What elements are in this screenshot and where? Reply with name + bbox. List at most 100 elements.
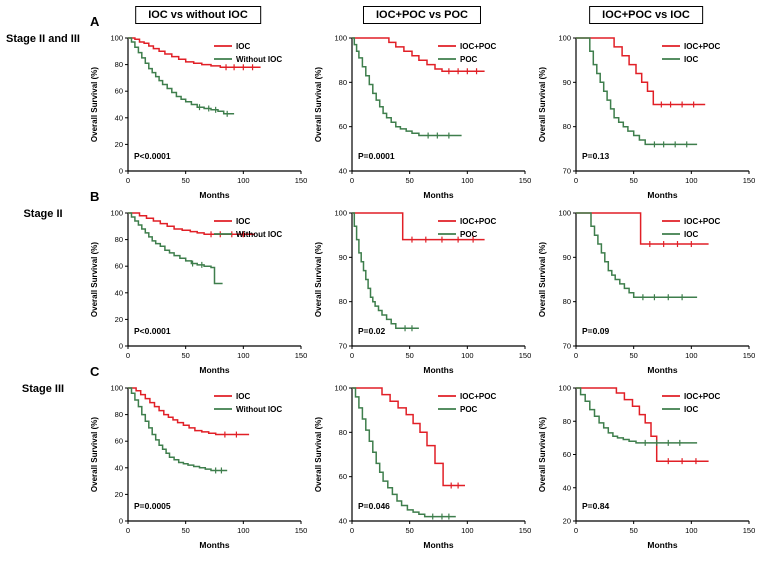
y-tick-label: 40 <box>115 463 123 472</box>
km-chart-svg: 70 80 90 100 0 50 100 150 Overall Survival (%) Mo… <box>314 209 531 376</box>
km-chart-svg: 0 20 40 60 80 100 0 50 100 150 Overall Survival (%… <box>90 384 307 551</box>
km-curve-ioc <box>576 212 698 298</box>
y-tick-label: 80 <box>115 60 123 69</box>
p-value-label: P=0.02 <box>358 326 385 336</box>
km-plot-c3: 20 40 60 80 100 0 50 100 150 Overall Survival (%)… <box>536 378 757 553</box>
stage-label-b: Stage II <box>23 208 63 220</box>
x-tick-label: 100 <box>461 526 474 535</box>
p-value-label: P=0.046 <box>358 501 390 511</box>
y-tick-label: 100 <box>110 34 123 43</box>
y-tick-label: 100 <box>558 384 571 393</box>
legend-label: POC <box>460 55 478 64</box>
y-tick-label: 80 <box>563 417 571 426</box>
y-tick-label: 80 <box>115 235 123 244</box>
legend-label: Without IOC <box>236 405 282 414</box>
y-tick-label: 20 <box>115 315 123 324</box>
column-header-ioc-vs-without-ioc: IOC vs without IOC <box>135 6 261 24</box>
y-tick-label: 60 <box>115 437 123 446</box>
y-tick-label: 20 <box>115 490 123 499</box>
y-tick-label: 100 <box>334 34 347 43</box>
x-axis-label: Months <box>423 190 453 200</box>
y-tick-label: 40 <box>339 167 347 176</box>
y-tick-label: 0 <box>119 167 123 176</box>
km-plot-b3: 70 80 90 100 0 50 100 150 Overall Survival (%) Mo… <box>536 203 757 378</box>
y-axis-label: Overall Survival (%) <box>538 417 547 492</box>
stage-label-c: Stage III <box>21 383 65 395</box>
y-tick-label: 80 <box>339 297 347 306</box>
km-chart-svg: 70 80 90 100 0 50 100 150 Overall Survival (%) Mo… <box>538 34 756 201</box>
km-chart-svg: 20 40 60 80 100 0 50 100 150 Overall Survival (%)… <box>538 384 755 551</box>
p-value-label: P=0.84 <box>582 501 609 511</box>
x-tick-label: 50 <box>405 526 413 535</box>
legend-label: IOC+POC <box>684 42 720 51</box>
y-tick-label: 100 <box>558 209 571 218</box>
y-tick-label: 90 <box>339 253 347 262</box>
legend-label: IOC <box>684 55 698 64</box>
x-tick-label: 50 <box>629 176 637 185</box>
y-axis-label: Overall Survival (%) <box>538 242 547 317</box>
y-tick-label: 0 <box>119 517 123 526</box>
stage-label-a: Stage II and III <box>6 33 80 45</box>
y-tick-label: 80 <box>339 78 347 87</box>
p-value-label: P=0.09 <box>582 326 609 336</box>
x-axis-label: Months <box>647 365 677 375</box>
km-curve-without-ioc <box>128 212 223 285</box>
x-tick-label: 150 <box>743 176 756 185</box>
x-tick-label: 0 <box>126 176 130 185</box>
km-chart-svg: 0 20 40 60 80 100 0 50 100 150 Overall Survival (%… <box>90 209 307 376</box>
y-tick-label: 0 <box>119 342 123 351</box>
km-curve-ioc-poc <box>576 387 709 462</box>
x-axis-label: Months <box>199 365 229 375</box>
km-curve-ioc-poc <box>576 212 709 245</box>
panel-letter-b: B <box>90 189 100 204</box>
x-tick-label: 100 <box>685 176 698 185</box>
x-tick-label: 0 <box>126 351 130 360</box>
y-tick-label: 70 <box>563 342 571 351</box>
x-tick-label: 100 <box>461 351 474 360</box>
km-curve-ioc <box>128 387 250 436</box>
km-plot-a1: 0 20 40 60 80 100 0 50 100 150 Overall Survival (%… <box>88 28 309 203</box>
y-tick-label: 100 <box>334 209 347 218</box>
legend-label: IOC <box>684 230 698 239</box>
km-curve-poc <box>352 387 456 518</box>
y-tick-label: 70 <box>339 342 347 351</box>
x-tick-label: 50 <box>181 351 189 360</box>
legend-label: IOC+POC <box>684 217 720 226</box>
legend-label: IOC <box>236 42 250 51</box>
y-axis-label: Overall Survival (%) <box>314 67 323 142</box>
y-tick-label: 80 <box>339 428 347 437</box>
km-chart-svg: 70 80 90 100 0 50 100 150 Overall Survival (%) Mo… <box>538 209 755 376</box>
y-tick-label: 80 <box>563 122 571 131</box>
km-chart-svg: 40 60 80 100 0 50 100 150 Overall Survival (%) Mo… <box>314 34 531 201</box>
legend-label: POC <box>460 230 478 239</box>
y-tick-label: 60 <box>563 450 571 459</box>
y-tick-label: 40 <box>115 113 123 122</box>
x-axis-label: Months <box>423 365 453 375</box>
y-tick-label: 100 <box>110 384 123 393</box>
x-axis-label: Months <box>647 540 677 550</box>
km-plot-a2: 40 60 80 100 0 50 100 150 Overall Survival (%) Mo… <box>312 28 533 203</box>
y-tick-label: 100 <box>334 384 347 393</box>
x-tick-label: 100 <box>237 351 250 360</box>
legend-label: IOC+POC <box>460 392 496 401</box>
km-curve-ioc <box>576 387 698 444</box>
y-axis-label: Overall Survival (%) <box>538 67 547 142</box>
x-tick-label: 50 <box>629 526 637 535</box>
y-tick-label: 80 <box>115 410 123 419</box>
y-axis-label: Overall Survival (%) <box>314 242 323 317</box>
y-tick-label: 40 <box>339 517 347 526</box>
km-curve-ioc-poc <box>576 37 706 106</box>
km-chart-svg: 40 60 80 100 0 50 100 150 Overall Survival (%) Mo… <box>314 384 531 551</box>
y-tick-label: 60 <box>115 87 123 96</box>
p-value-label: P<0.0001 <box>134 151 171 161</box>
x-tick-label: 150 <box>295 176 308 185</box>
legend-label: IOC <box>236 392 250 401</box>
y-axis-label: Overall Survival (%) <box>90 67 99 142</box>
km-curve-poc <box>352 212 419 330</box>
km-plot-c1: 0 20 40 60 80 100 0 50 100 150 Overall Survival (%… <box>88 378 309 553</box>
y-tick-label: 20 <box>115 140 123 149</box>
p-value-label: P<0.0001 <box>134 326 171 336</box>
km-curve-ioc-poc <box>352 387 465 487</box>
km-curve-without-ioc <box>128 37 235 115</box>
